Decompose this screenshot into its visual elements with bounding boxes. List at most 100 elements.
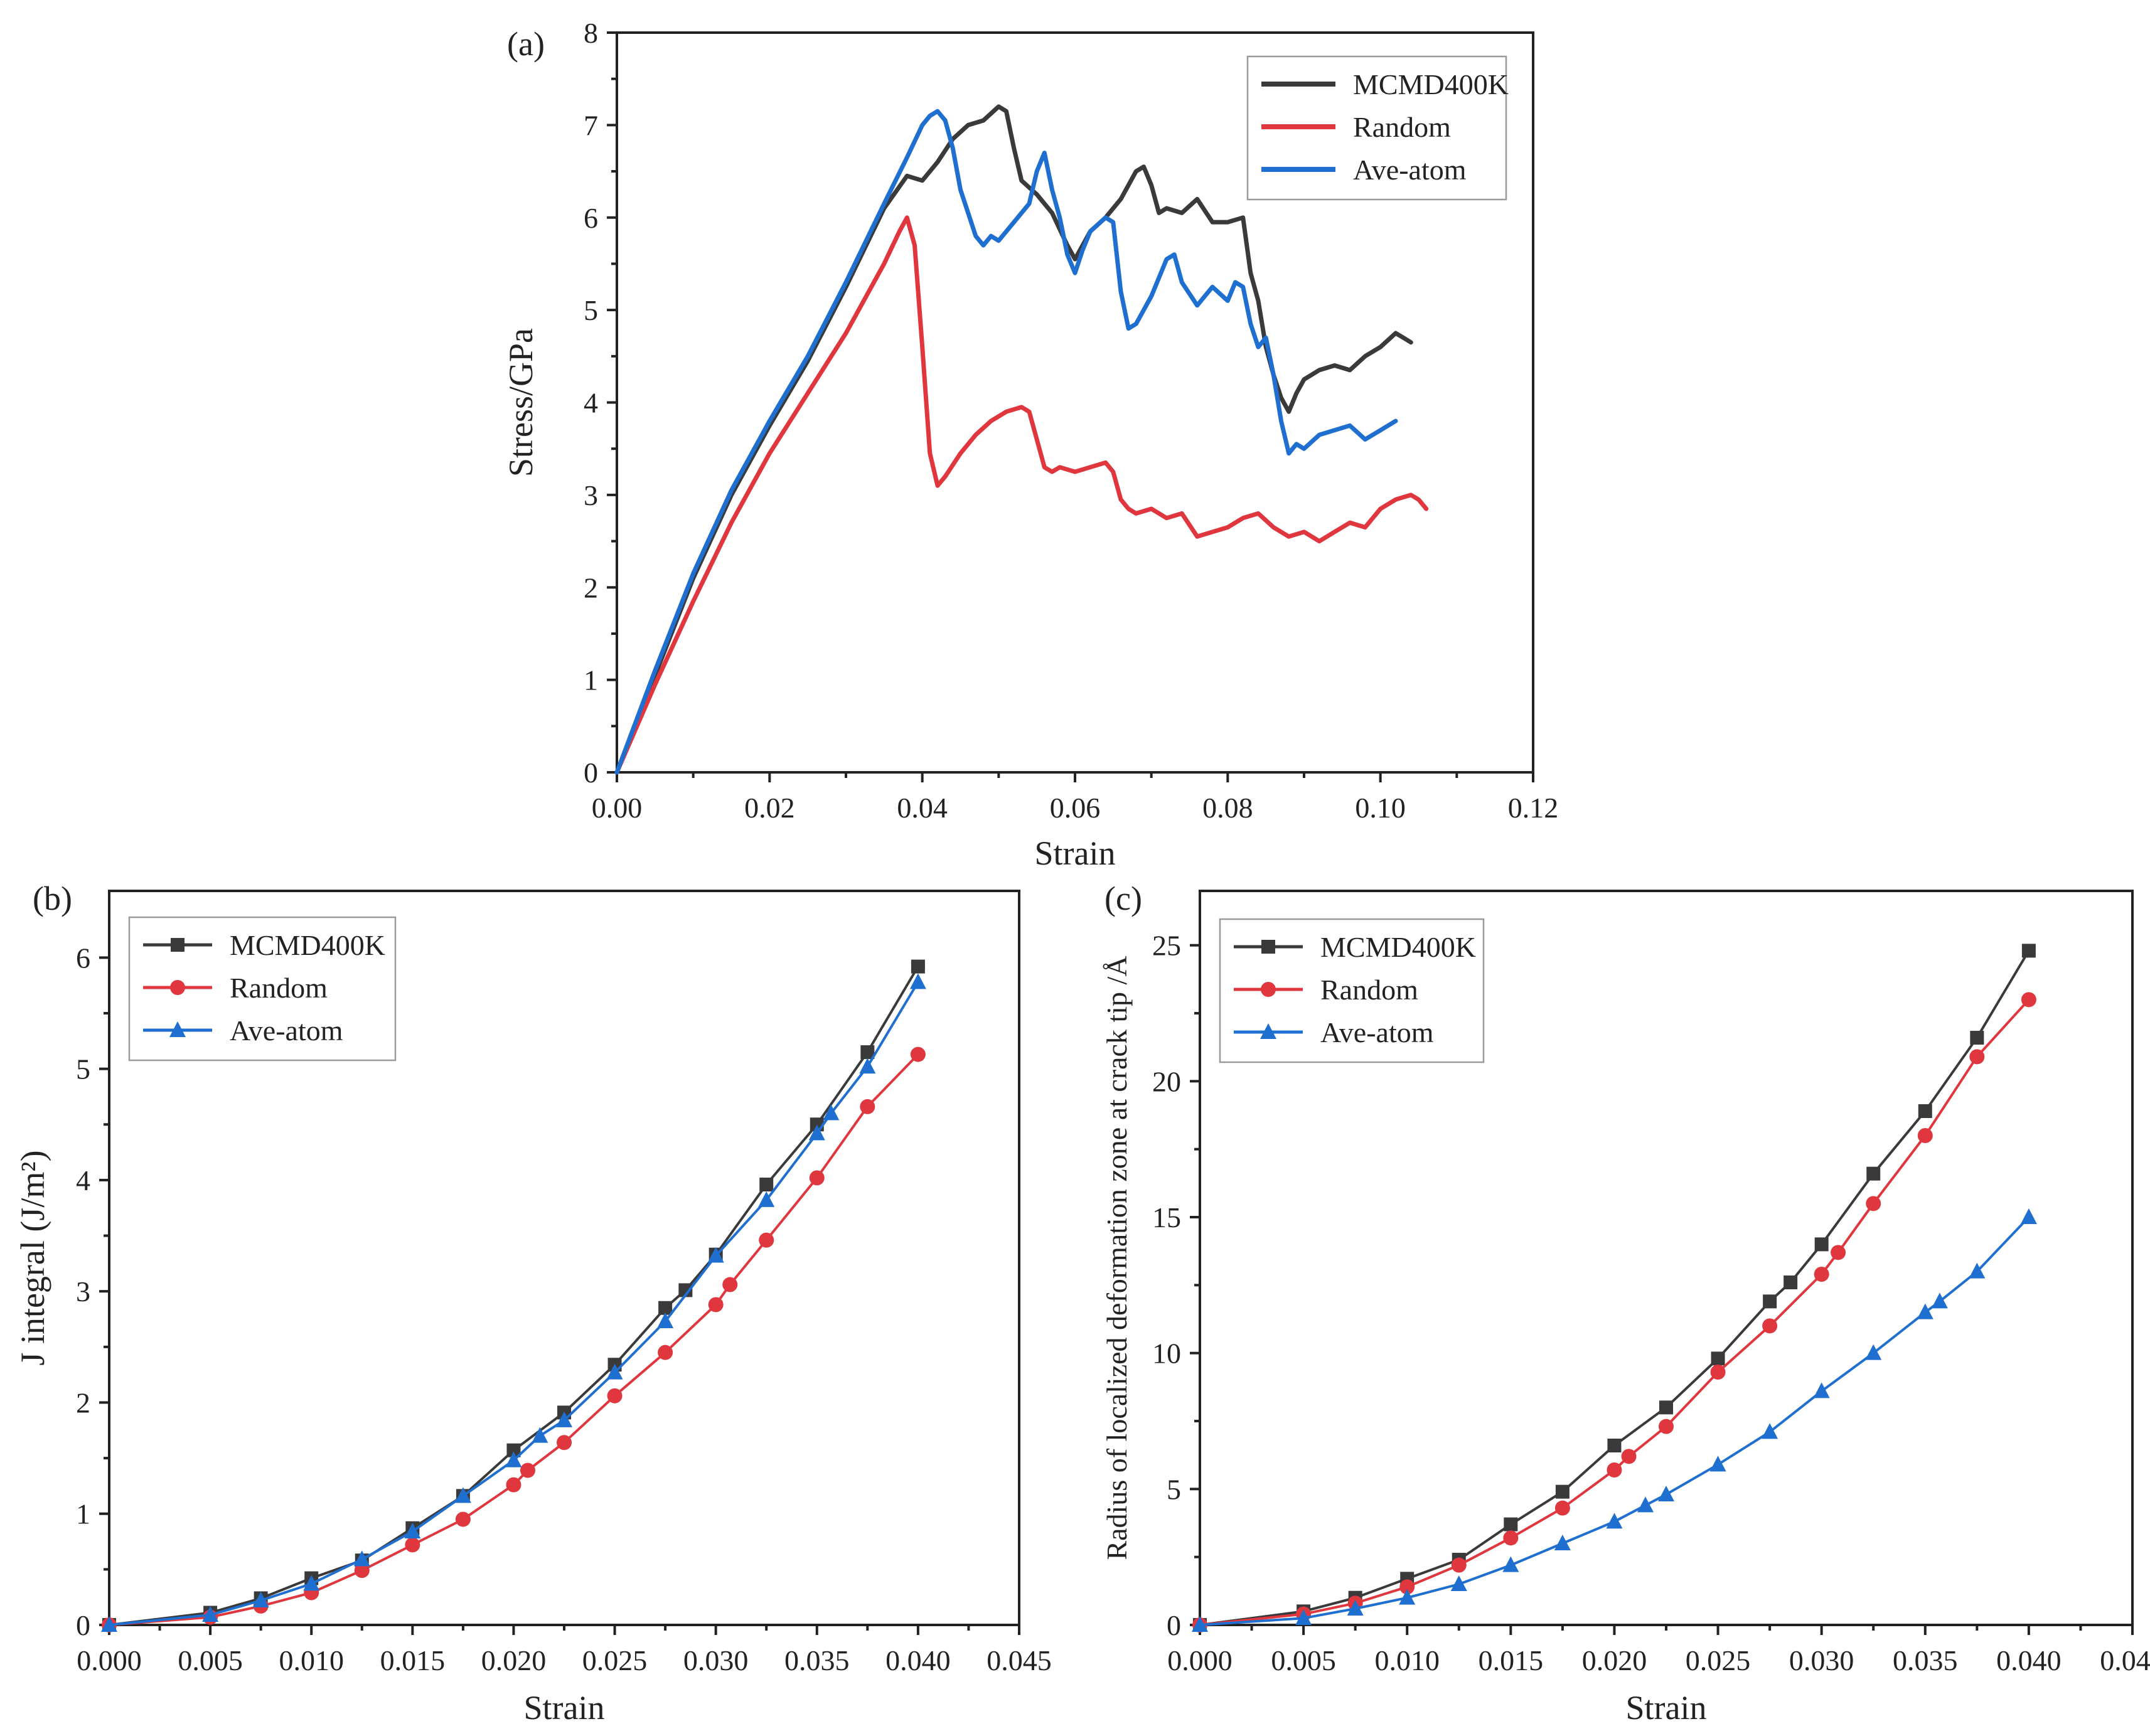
data-point [1813, 1382, 1830, 1398]
data-point [556, 1411, 572, 1427]
y-axis-title: Stress/GPa [502, 328, 540, 477]
data-point [405, 1537, 420, 1553]
x-axis-title: Strain [524, 1689, 605, 1727]
data-point [1637, 1496, 1654, 1513]
data-point [1554, 1535, 1571, 1550]
data-point [657, 1313, 674, 1329]
legend-label: MCMD400K [1320, 931, 1476, 963]
data-point [1711, 1351, 1725, 1366]
x-tick-label: 0.030 [1789, 1644, 1854, 1676]
data-point [506, 1477, 521, 1493]
x-tick-label: 0.02 [744, 792, 795, 824]
data-point [759, 1232, 774, 1248]
data-point [520, 1462, 535, 1478]
x-tick-label: 0.035 [1893, 1644, 1958, 1676]
data-point [1555, 1484, 1570, 1499]
x-tick-label: 0.12 [1508, 792, 1559, 824]
legend-label: Random [1320, 974, 1418, 1006]
x-tick-label: 0.010 [279, 1644, 344, 1676]
y-tick-label: 25 [1152, 930, 1181, 962]
y-tick-label: 5 [76, 1053, 90, 1085]
data-point [2021, 992, 2036, 1008]
data-point [557, 1435, 572, 1451]
data-point [353, 1550, 370, 1567]
data-point [759, 1178, 774, 1191]
y-tick-label: 8 [584, 17, 598, 49]
x-tick-label: 0.005 [1271, 1644, 1336, 1676]
series-line [614, 109, 1398, 775]
x-tick-label: 0.00 [592, 792, 643, 824]
x-tick-label: 0.045 [2100, 1644, 2150, 1676]
data-point [1347, 1600, 1364, 1616]
data-point [354, 1563, 370, 1579]
data-point [1917, 1128, 1933, 1143]
data-point [708, 1297, 724, 1313]
data-point [1502, 1556, 1519, 1572]
y-tick-label: 1 [584, 664, 598, 696]
data-point [860, 1099, 875, 1114]
legend-label: Ave-atom [230, 1014, 343, 1046]
data-point [1866, 1166, 1881, 1181]
data-point [1659, 1419, 1674, 1434]
y-tick-label: 15 [1152, 1201, 1181, 1233]
data-point [707, 1247, 724, 1263]
data-point [1970, 1031, 1984, 1045]
legend-label: MCMD400K [230, 929, 385, 961]
legend-marker [169, 1021, 186, 1037]
x-tick-label: 0.04 [897, 792, 948, 824]
data-point [454, 1487, 471, 1503]
data-point [1784, 1275, 1798, 1289]
y-axis-title: Radius of localized deformation zone at … [1101, 956, 1133, 1560]
legend-label: Ave-atom [1320, 1016, 1434, 1048]
data-point [1450, 1575, 1467, 1591]
data-point [860, 1045, 875, 1060]
data-point [658, 1345, 673, 1360]
x-axis-title: Strain [1035, 834, 1116, 872]
y-tick-label: 6 [76, 942, 90, 974]
y-tick-label: 7 [584, 109, 598, 141]
x-tick-label: 0.035 [784, 1644, 850, 1676]
data-point [1295, 1609, 1312, 1626]
series-line [108, 1053, 919, 1626]
series-line [614, 104, 1413, 775]
legend-label: MCMD400K [1353, 68, 1509, 100]
data-point [1763, 1294, 1777, 1309]
data-point [1865, 1344, 1882, 1360]
y-tick-label: 1 [76, 1498, 90, 1530]
data-point [1659, 1400, 1673, 1415]
data-point [1503, 1530, 1519, 1546]
data-point [303, 1575, 320, 1591]
data-point [1931, 1292, 1948, 1309]
y-tick-label: 4 [76, 1164, 90, 1196]
y-tick-label: 0 [584, 757, 598, 789]
data-point [1607, 1462, 1622, 1478]
x-tick-label: 0.10 [1355, 792, 1406, 824]
data-point [1554, 1500, 1570, 1516]
data-point [809, 1170, 825, 1186]
series-line [1199, 998, 2030, 1626]
data-point [808, 1124, 825, 1141]
y-axis-title: J integral (J/m²) [14, 1150, 51, 1365]
data-point [202, 1606, 219, 1622]
data-point [1709, 1456, 1726, 1472]
data-point [1762, 1423, 1778, 1439]
y-tick-label: 5 [1167, 1473, 1181, 1505]
data-point [1831, 1245, 1846, 1260]
series-line [108, 981, 919, 1626]
panel-a: 0.00 0.02 0.04 0.06 0.08 0.10 0.12 0 1 2 3 4 5 6 7 8 Str… [502, 17, 1558, 872]
data-point [1814, 1237, 1829, 1252]
data-point [678, 1283, 693, 1297]
x-tick-label: 0.08 [1202, 792, 1253, 824]
series-line [614, 215, 1429, 775]
x-tick-label: 0.040 [1996, 1644, 2062, 1676]
data-point [1917, 1303, 1933, 1319]
y-tick-label: 5 [584, 294, 598, 326]
x-tick-label: 0.015 [380, 1644, 446, 1676]
data-point [607, 1388, 623, 1403]
series-line [108, 965, 919, 1626]
data-point [1969, 1262, 1986, 1279]
data-point [1399, 1589, 1416, 1605]
x-axis-title: Strain [1626, 1689, 1707, 1727]
x-tick-label: 0.025 [1686, 1644, 1751, 1676]
series-random [102, 1046, 926, 1632]
